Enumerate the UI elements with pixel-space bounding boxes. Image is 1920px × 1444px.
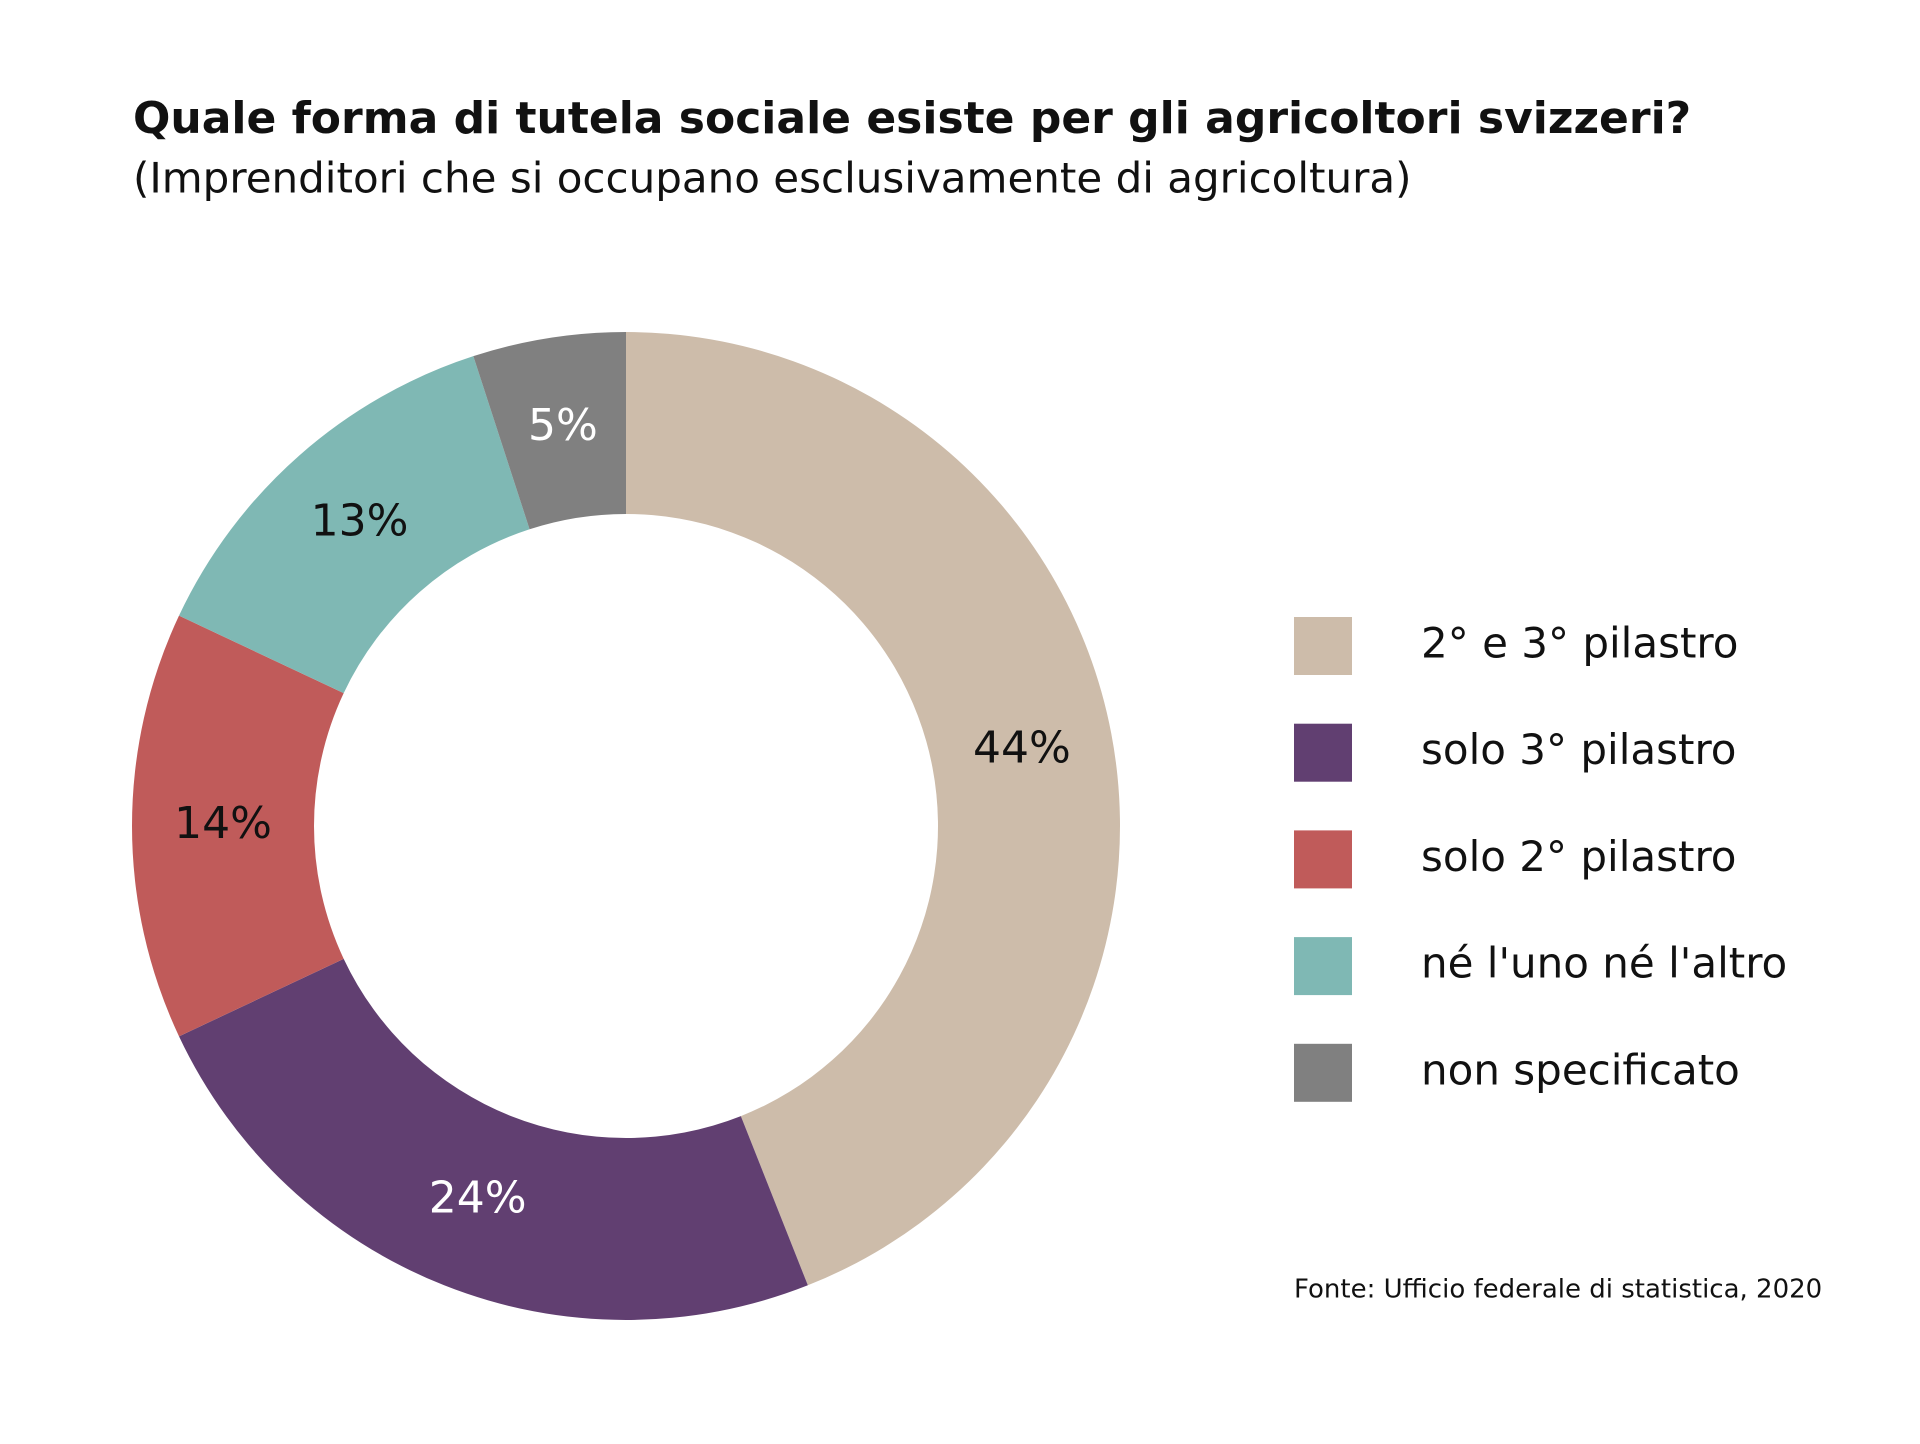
data-label: 24% <box>429 1173 527 1224</box>
data-label: 5% <box>528 400 598 451</box>
donut-slice <box>473 332 626 530</box>
donut-slice <box>179 356 530 694</box>
chart-title: Quale forma di tutela sociale esiste per… <box>133 93 1691 144</box>
legend-swatch <box>1294 617 1352 675</box>
legend-swatch <box>1294 937 1352 996</box>
legend-swatch <box>1294 723 1352 782</box>
donut-slice <box>626 332 1120 1286</box>
legend-label: solo 2° pilastro <box>1421 832 1737 881</box>
legend-label: né l'uno né l'altro <box>1421 939 1787 988</box>
source: Fonte: Ufficio federale di statistica, 2… <box>1294 1275 1822 1305</box>
donut-slice <box>132 615 344 1037</box>
legend-label: 2° e 3° pilastro <box>1421 619 1738 668</box>
legend-swatch <box>1294 830 1352 889</box>
data-label: 13% <box>311 496 409 547</box>
data-label: 44% <box>973 722 1071 773</box>
donut-slice <box>179 958 808 1320</box>
legend-label: solo 3° pilastro <box>1421 725 1737 774</box>
chart-subtitle: (Imprenditori che si occupano esclusivam… <box>133 154 1412 203</box>
legend-label: non specificato <box>1421 1045 1740 1094</box>
legend-swatch <box>1294 1043 1352 1102</box>
data-label: 14% <box>174 798 272 849</box>
